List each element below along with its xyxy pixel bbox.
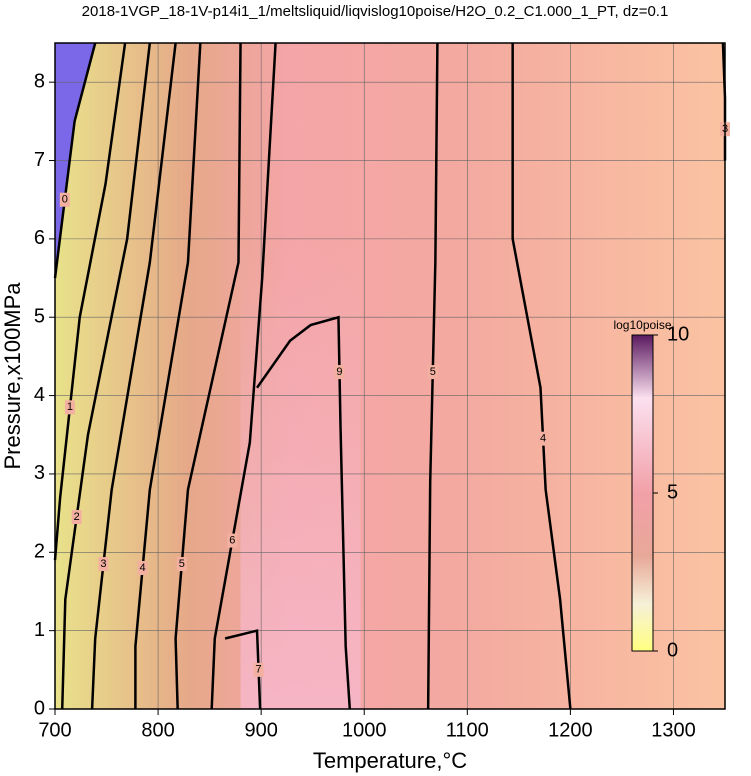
contour-line — [224, 629, 262, 710]
contour-label-bg — [334, 365, 345, 380]
x-axis-label: Temperature,°C — [313, 748, 467, 773]
x-tick-label: 900 — [244, 719, 277, 741]
contour-label: 9 — [336, 366, 342, 378]
contour-label: 3 — [100, 558, 106, 570]
contour-line — [90, 42, 177, 710]
contour-label-bg — [176, 557, 187, 572]
contour-label-bg — [59, 192, 70, 207]
y-tick-label: 5 — [34, 306, 45, 328]
contour-label: 5 — [179, 558, 185, 570]
contour-label: 5 — [430, 366, 436, 378]
contour-label-bg — [71, 510, 82, 525]
colorbar-tick-label: 5 — [667, 481, 678, 503]
contour-label-bg — [427, 365, 438, 380]
contour-line — [53, 42, 127, 561]
background — [55, 43, 725, 709]
colorbar-label: log10poise — [613, 318, 671, 332]
x-tick-label: 800 — [141, 719, 174, 741]
contour-line — [53, 42, 97, 279]
y-tick-label: 2 — [34, 541, 45, 563]
y-axis-label: Pressure,x100MPa — [0, 282, 25, 470]
chart-title: 2018-1VGP_18-1V-p14i1_1/meltsliquid/liqv… — [82, 3, 669, 20]
contour-line — [210, 42, 277, 710]
contour-label-bg — [64, 400, 75, 415]
y-tick-label: 6 — [34, 227, 45, 249]
y-tick-label: 4 — [34, 384, 45, 406]
x-tick-label: 1000 — [342, 719, 387, 741]
colorbar — [631, 334, 654, 652]
x-tick-label: 1300 — [651, 719, 696, 741]
y-tick-label: 0 — [34, 697, 45, 719]
colorbar-tick-label: 0 — [667, 639, 678, 661]
contour-label: 0 — [62, 194, 68, 206]
y-tick-label: 7 — [34, 149, 45, 171]
contour-label: 7 — [256, 664, 262, 676]
contour-label: 2 — [74, 511, 80, 523]
colorbar-tick-label: 10 — [667, 323, 689, 345]
contour-label-bg — [98, 557, 109, 572]
contour-label: 6 — [229, 534, 235, 546]
y-tick-label: 3 — [34, 462, 45, 484]
contour-label: 4 — [540, 433, 546, 445]
x-tick-label: 1200 — [548, 719, 593, 741]
contour-label: 1 — [67, 401, 73, 413]
contour-label-bg — [137, 560, 148, 575]
x-tick-label: 700 — [38, 719, 71, 741]
contour-line — [60, 42, 152, 710]
y-tick-label: 1 — [34, 619, 45, 641]
contour-label: 4 — [140, 562, 146, 574]
contour-label-bg — [538, 431, 549, 446]
contour-label-bg — [227, 533, 238, 548]
contour-label-bg — [253, 662, 264, 677]
contour-line — [256, 315, 352, 710]
contour-line — [174, 42, 242, 710]
region-fill — [55, 43, 96, 279]
plot-frame — [54, 42, 726, 710]
y-tick-label: 8 — [34, 70, 45, 92]
x-tick-label: 1100 — [446, 719, 489, 741]
contour-line — [134, 42, 202, 709]
